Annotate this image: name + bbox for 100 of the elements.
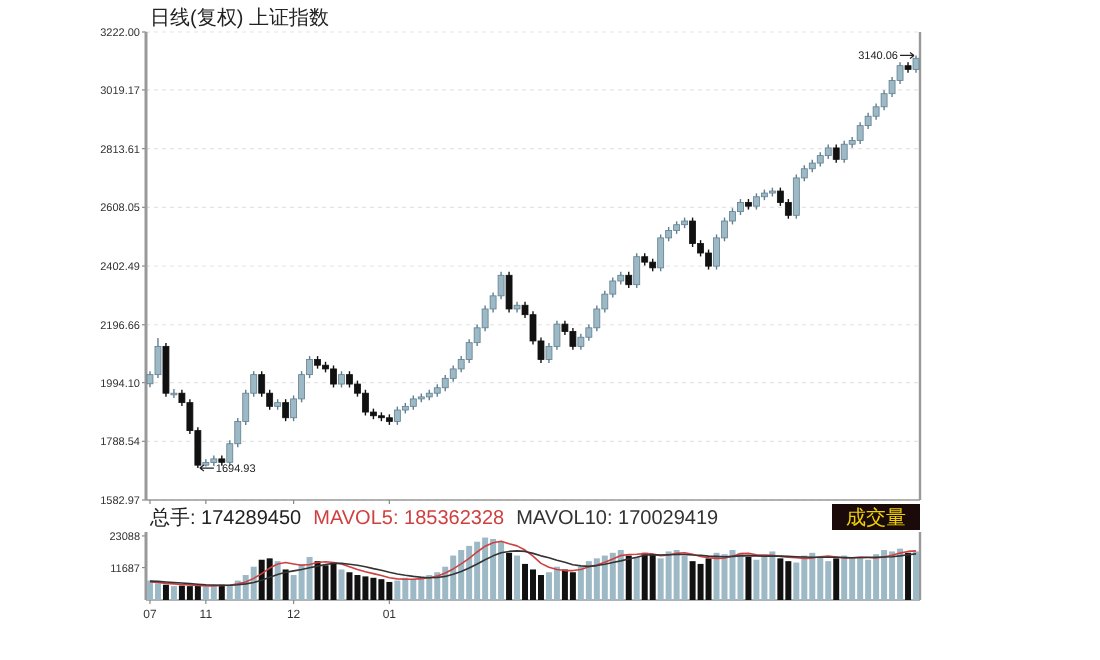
bar	[522, 563, 529, 600]
candlestick	[832, 143, 840, 164]
bar	[274, 561, 281, 600]
bar	[354, 575, 361, 600]
bar	[474, 541, 481, 600]
bar	[330, 563, 337, 600]
bar	[282, 569, 289, 600]
bar	[170, 586, 177, 600]
bar	[298, 563, 305, 600]
bar	[705, 558, 712, 600]
bar	[226, 585, 233, 600]
bar	[202, 586, 209, 600]
bar	[633, 556, 640, 600]
bar	[849, 556, 856, 600]
bar	[889, 551, 896, 600]
bar	[609, 552, 616, 600]
bar	[314, 561, 321, 600]
bar	[777, 558, 784, 600]
candlestick	[657, 233, 665, 272]
bar	[426, 575, 433, 600]
bar	[466, 545, 473, 600]
candlestick	[282, 398, 290, 422]
bar	[769, 551, 776, 600]
chart-title: 日线(复权) 上证指数	[150, 6, 329, 30]
bar	[506, 552, 513, 600]
bar	[410, 579, 417, 600]
bar	[378, 579, 385, 600]
bar	[625, 555, 632, 600]
line-series	[149, 550, 917, 587]
candlestick	[840, 140, 848, 164]
bar	[729, 550, 736, 600]
bar	[801, 555, 808, 600]
bar	[553, 566, 560, 600]
bar	[569, 572, 576, 600]
bar	[194, 585, 201, 600]
bar	[498, 541, 505, 600]
bar	[865, 559, 872, 600]
bar	[585, 561, 592, 600]
candlestick	[856, 121, 864, 145]
candlestick	[505, 271, 513, 314]
bar	[162, 584, 169, 600]
bar	[833, 558, 840, 600]
bar	[577, 566, 584, 600]
bar	[913, 551, 919, 600]
bar	[697, 563, 704, 600]
bar	[817, 556, 824, 600]
bar	[178, 585, 185, 600]
bar	[402, 577, 409, 600]
bar	[657, 558, 664, 600]
bar	[873, 554, 880, 600]
bar	[785, 561, 792, 600]
bar	[514, 555, 521, 600]
bar	[490, 538, 497, 600]
bar	[537, 575, 544, 600]
bar	[186, 586, 193, 600]
bar	[857, 558, 864, 600]
bar	[154, 583, 161, 600]
bar	[218, 584, 225, 600]
bar	[745, 556, 752, 600]
bar	[147, 580, 153, 600]
bar	[897, 548, 904, 600]
candlestick	[162, 342, 170, 398]
bar	[761, 555, 768, 600]
bar	[681, 555, 688, 600]
bar	[905, 552, 912, 600]
bar	[266, 558, 273, 600]
series-label: MAVOL5: 185362328	[313, 508, 506, 530]
candlestick	[330, 364, 337, 389]
candlestick	[784, 198, 792, 220]
line-series	[149, 540, 917, 587]
bar	[841, 555, 848, 600]
bar	[306, 556, 313, 600]
bar	[593, 558, 600, 600]
bar	[545, 572, 552, 600]
candlestick	[393, 405, 401, 426]
bar	[665, 551, 672, 600]
series-label: MAVOL10: 170029419	[516, 508, 720, 530]
bar	[258, 559, 265, 600]
bar	[386, 581, 393, 600]
bar	[561, 569, 568, 600]
bar	[753, 559, 760, 600]
bar	[530, 569, 536, 600]
bar	[394, 580, 401, 600]
bar	[322, 565, 329, 600]
bar	[809, 552, 816, 600]
bar	[825, 561, 832, 600]
candlestick	[792, 173, 800, 220]
candlestick	[154, 337, 162, 379]
bar	[737, 552, 744, 600]
bar	[641, 552, 648, 600]
bar	[689, 561, 696, 600]
candlestick	[633, 252, 641, 289]
candlestick	[705, 248, 712, 271]
bar	[450, 555, 457, 600]
bar	[713, 552, 720, 600]
bar	[346, 572, 353, 600]
bar	[434, 572, 441, 600]
bar	[881, 550, 888, 600]
bar	[617, 550, 624, 600]
candlestick	[689, 216, 696, 248]
